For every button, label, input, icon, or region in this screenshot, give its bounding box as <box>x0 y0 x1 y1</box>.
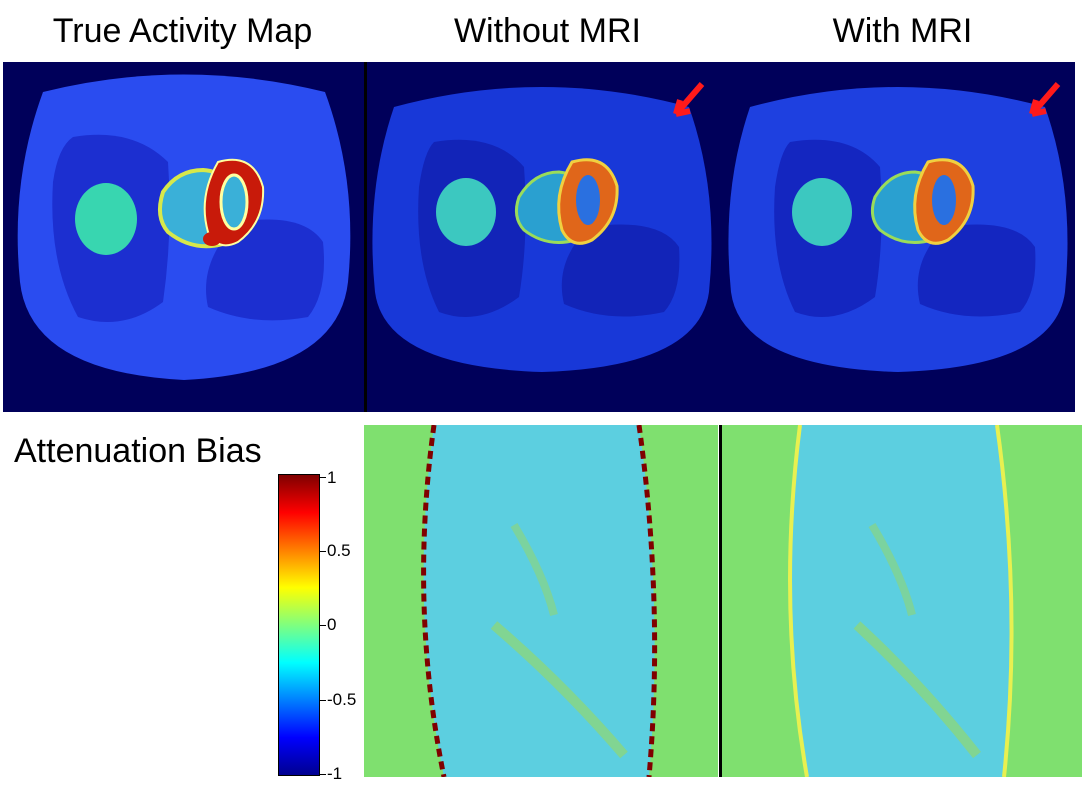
panel-with-mri <box>720 62 1075 412</box>
colorbar-tick-label: 1 <box>327 468 337 487</box>
colorbar-tick-label: 0 <box>327 615 337 634</box>
colorbar-tick-label: -0.5 <box>327 690 357 709</box>
title-attenuation-bias: Attenuation Bias <box>14 432 262 470</box>
panel-without-mri <box>364 62 720 412</box>
panel-true-activity-map <box>3 62 365 412</box>
colorbar-tick <box>320 477 326 478</box>
divider <box>719 425 722 777</box>
panel-bias-without-mri <box>364 425 718 777</box>
colorbar-tick <box>320 551 326 552</box>
colorbar-tick <box>320 774 326 775</box>
panel-bias-with-mri <box>722 425 1082 777</box>
title-with-mri: With MRI <box>832 12 973 50</box>
colorbar-tick-label: 0.5 <box>327 541 351 560</box>
arrow-icon <box>673 82 705 117</box>
colorbar-tick <box>320 625 326 626</box>
colorbar <box>278 474 320 776</box>
colorbar-tick-label: -1 <box>327 764 343 783</box>
title-true-activity-map: True Activity Map <box>52 12 313 50</box>
title-without-mri: Without MRI <box>453 12 642 50</box>
arrow-icon <box>1029 82 1061 117</box>
colorbar-tick <box>320 700 326 701</box>
